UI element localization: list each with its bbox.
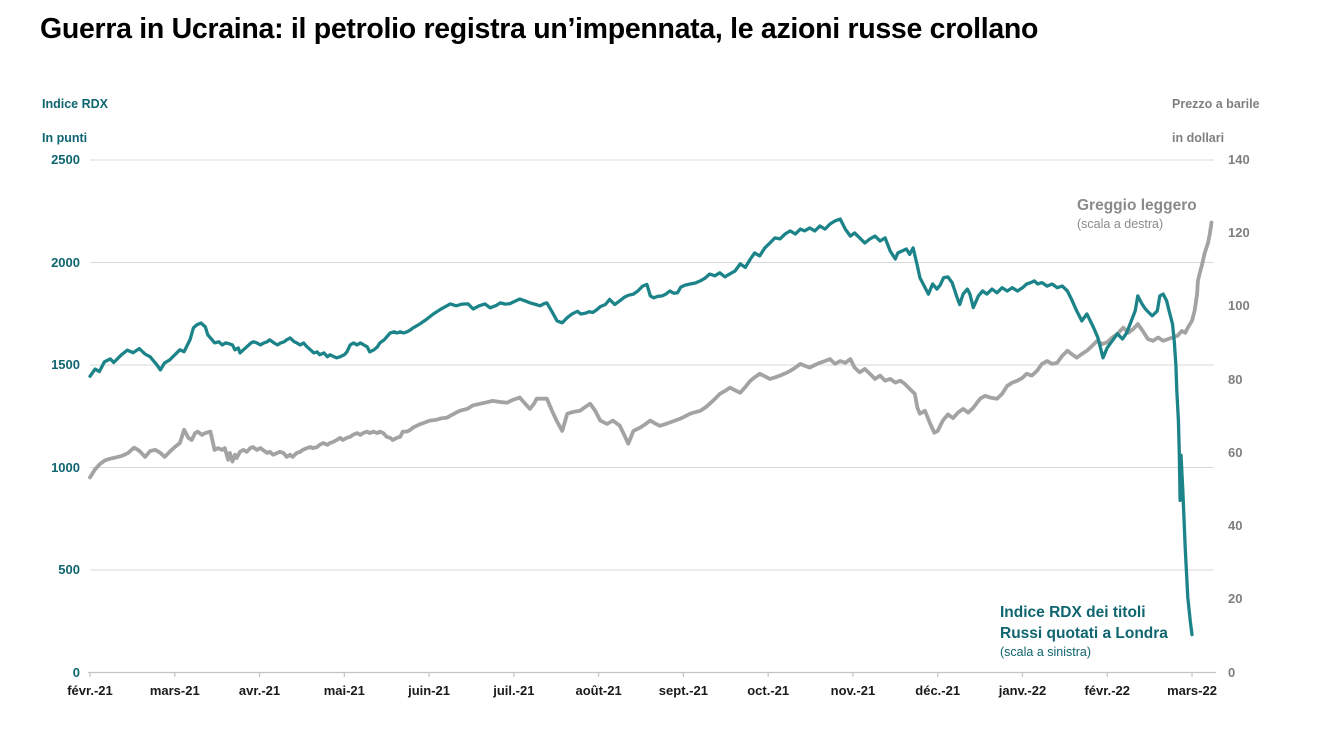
- left-axis-tick-label: 500: [58, 562, 80, 577]
- x-axis-label: mars-22: [1167, 683, 1217, 698]
- left-axis-tick-label: 2500: [51, 152, 80, 167]
- x-axis-label: oct.-21: [747, 683, 790, 698]
- left-axis-title-line2: In punti: [42, 131, 88, 145]
- x-axis-label: mars-21: [149, 683, 200, 698]
- right-axis-tick-label: 20: [1228, 591, 1243, 607]
- right-axis-tick-label: 60: [1228, 444, 1243, 460]
- right-axis-title: Prezzo a barile in dollari: [1172, 96, 1260, 147]
- x-axis-label: janv.-22: [998, 683, 1047, 698]
- oil-price-line: [88, 220, 1214, 480]
- left-axis-tick-label: 1000: [51, 459, 80, 475]
- left-axis-title-line1: Indice RDX: [42, 97, 108, 111]
- x-axis-label: avr.-21: [238, 683, 281, 698]
- x-axis-label: mai-21: [323, 683, 365, 698]
- rdx-series-label-line1: Indice RDX dei titoli: [1000, 604, 1146, 621]
- chart-title: Guerra in Ucraina: il petrolio registra …: [40, 13, 1039, 45]
- right-axis-tick-label: 80: [1228, 371, 1243, 387]
- oil-series-annotation: Greggio leggero (scala a destra): [1077, 195, 1197, 233]
- oil-series-scale-note: (scala a destra): [1077, 217, 1164, 231]
- left-axis-tick-label: 0: [72, 664, 80, 680]
- oil-series-label: Greggio leggero: [1077, 197, 1197, 214]
- left-axis-tick-label: 2000: [51, 254, 80, 270]
- x-axis-label: juin-21: [408, 683, 451, 698]
- left-axis-tick-label: 1500: [51, 357, 80, 372]
- right-axis-tick-label: 120: [1228, 225, 1250, 241]
- x-axis-label: déc.-21: [915, 683, 961, 698]
- x-axis-label: nov.-21: [830, 683, 876, 698]
- right-axis-tick-label: 140: [1228, 152, 1250, 167]
- rdx-series-label-line2: Russi quotati a Londra: [1000, 625, 1168, 642]
- right-axis-title-line2: in dollari: [1172, 131, 1225, 145]
- right-axis-title-line1: Prezzo a barile: [1172, 97, 1260, 111]
- rdx-series-annotation: Indice RDX dei titoli Russi quotati a Lo…: [1000, 602, 1168, 661]
- x-axis-label: févr.-22: [1084, 683, 1131, 698]
- left-axis-title: Indice RDX In punti: [42, 96, 108, 147]
- x-axis-label: févr.-21: [67, 683, 113, 698]
- right-axis-tick-label: 100: [1228, 298, 1250, 314]
- x-axis-label: sept.-21: [658, 683, 708, 698]
- rdx-index-line: [88, 217, 1194, 637]
- x-axis-label: juil.-21: [493, 683, 535, 698]
- right-axis-tick-label: 40: [1228, 518, 1243, 534]
- x-axis-label: août-21: [575, 683, 622, 698]
- right-axis-tick-label: 0: [1228, 664, 1236, 680]
- rdx-series-scale-note: (scala a sinistra): [1000, 645, 1091, 659]
